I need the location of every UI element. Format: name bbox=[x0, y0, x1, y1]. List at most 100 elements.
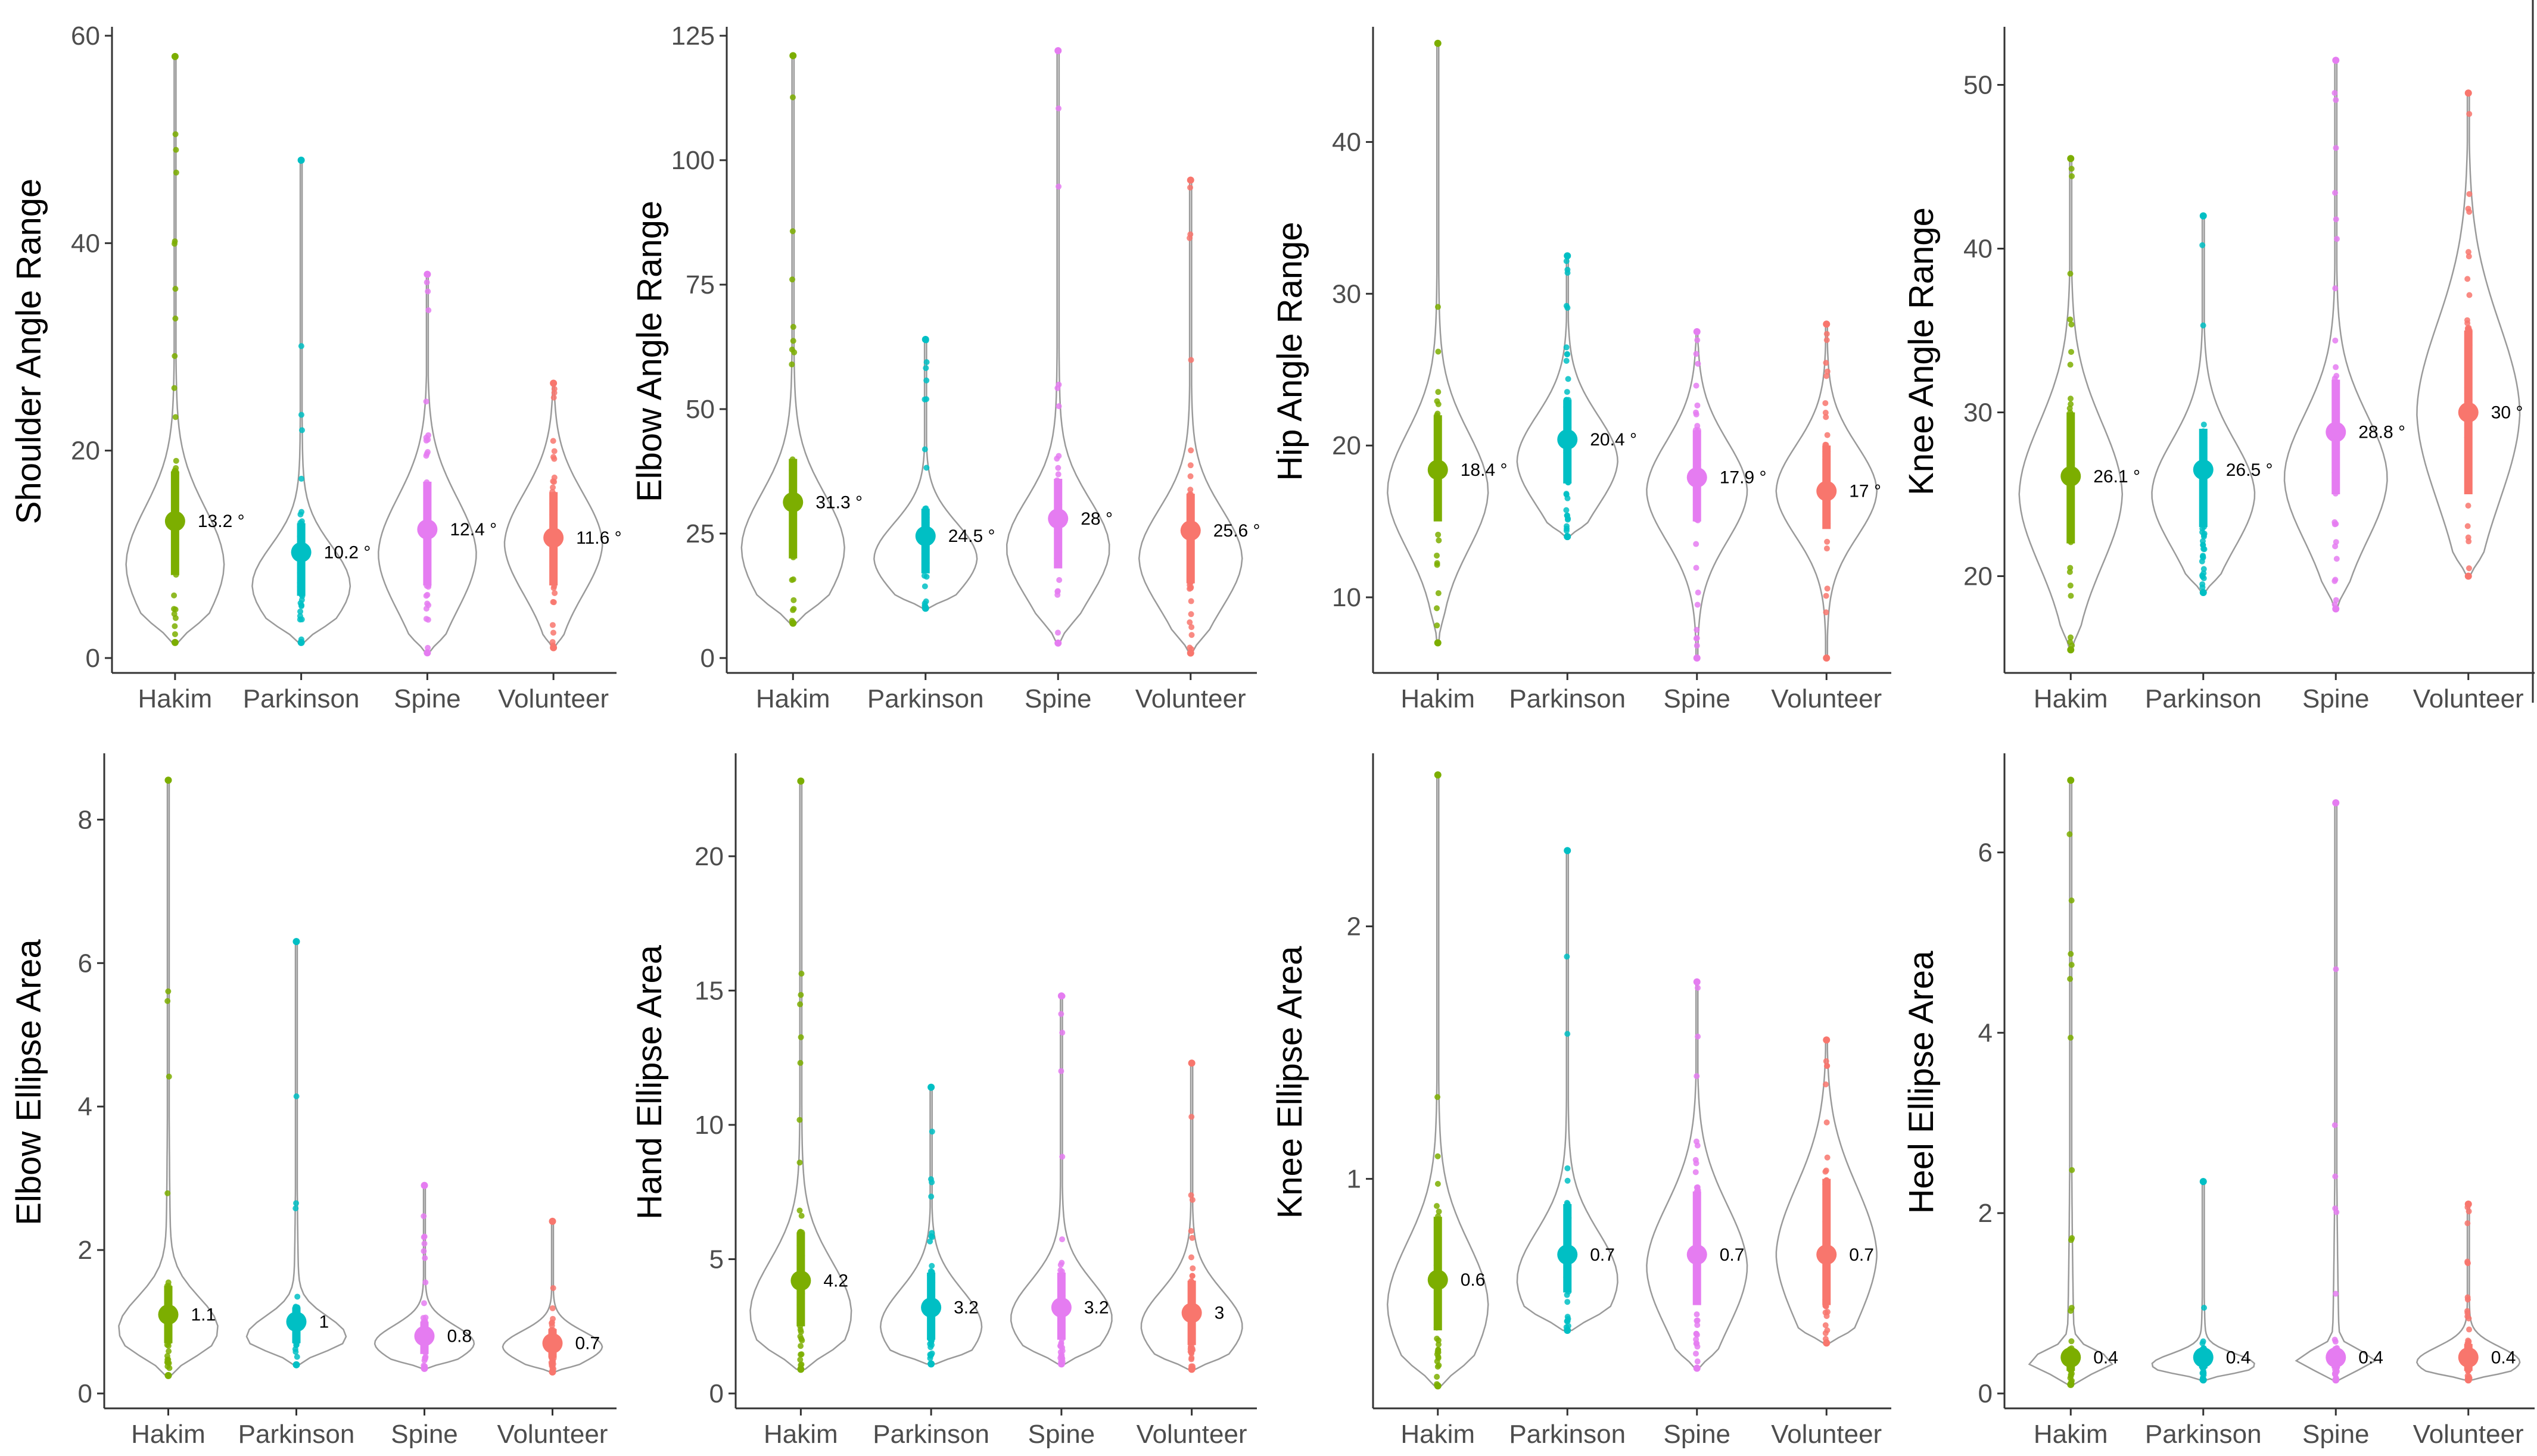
y-tick-label: 50 bbox=[686, 395, 715, 424]
data-point bbox=[421, 1240, 428, 1247]
data-point bbox=[1563, 344, 1570, 351]
x-tick-label: Volunteer bbox=[2413, 684, 2524, 713]
data-point bbox=[1188, 624, 1195, 631]
mean-label: 3 bbox=[1215, 1304, 1225, 1323]
x-tick-label: Spine bbox=[1028, 1420, 1095, 1449]
data-point bbox=[1058, 1011, 1064, 1017]
data-point bbox=[1056, 576, 1063, 583]
mean-marker bbox=[2458, 1347, 2479, 1368]
data-point bbox=[1824, 585, 1831, 592]
min-point bbox=[2199, 589, 2207, 596]
data-point bbox=[2331, 1336, 2338, 1343]
points-parkinson bbox=[292, 938, 301, 1368]
x-tick-label: Hakim bbox=[1400, 1420, 1475, 1449]
data-point bbox=[1823, 373, 1830, 379]
max-point bbox=[1564, 252, 1571, 260]
mean-marker bbox=[2326, 1347, 2346, 1368]
max-point bbox=[164, 777, 172, 784]
data-point bbox=[2333, 216, 2339, 223]
data-point bbox=[790, 323, 796, 330]
data-point bbox=[2068, 1034, 2074, 1041]
data-point bbox=[1694, 337, 1701, 344]
data-point bbox=[1058, 1068, 1064, 1074]
data-point bbox=[923, 377, 930, 384]
data-point bbox=[2466, 191, 2473, 197]
max-point bbox=[1434, 39, 1442, 47]
data-point bbox=[293, 1200, 300, 1206]
data-point bbox=[1189, 1273, 1196, 1279]
max-point bbox=[1054, 47, 1062, 55]
data-point bbox=[298, 411, 304, 418]
data-point bbox=[172, 315, 179, 322]
y-tick-label: 15 bbox=[695, 976, 724, 1005]
data-point bbox=[2465, 503, 2471, 509]
y-tick-label: 1 bbox=[1347, 1165, 1361, 1194]
data-point bbox=[2068, 1373, 2074, 1379]
data-point bbox=[1823, 545, 1830, 552]
x-tick-label: Parkinson bbox=[1509, 1420, 1626, 1449]
mean-label: 0.4 bbox=[2491, 1348, 2516, 1367]
points-spine bbox=[1692, 978, 1701, 1372]
y-tick-label: 0 bbox=[701, 644, 715, 673]
data-point bbox=[173, 169, 179, 176]
max-point bbox=[1693, 328, 1701, 336]
data-point bbox=[1434, 605, 1440, 612]
data-point bbox=[1056, 105, 1062, 112]
data-point bbox=[1823, 331, 1830, 337]
x-tick-label: Hakim bbox=[131, 1420, 206, 1449]
y-tick-label: 0 bbox=[1978, 1379, 1993, 1408]
panel-4: 20 30 40 50 Knee Angle Range Hakim Parkinson Sp… bbox=[1902, 27, 2535, 713]
data-point bbox=[1188, 611, 1194, 618]
data-point bbox=[1694, 1317, 1700, 1324]
data-point bbox=[1054, 588, 1061, 594]
min-point bbox=[2332, 1376, 2340, 1384]
data-point bbox=[2466, 111, 2473, 117]
x-tick-label: Volunteer bbox=[498, 684, 609, 713]
y-tick-label: 2 bbox=[1347, 912, 1361, 941]
data-point bbox=[923, 365, 929, 372]
mean-marker bbox=[1181, 1302, 1202, 1323]
data-point bbox=[1434, 552, 1440, 559]
mean-label: 0.7 bbox=[1590, 1245, 1615, 1265]
min-point bbox=[1823, 1339, 1831, 1347]
data-point bbox=[1693, 565, 1699, 571]
min-point bbox=[1057, 1360, 1065, 1368]
data-point bbox=[1694, 1073, 1700, 1080]
x-tick-label: Parkinson bbox=[867, 684, 984, 713]
data-point bbox=[1187, 184, 1193, 191]
min-point bbox=[1693, 1364, 1701, 1372]
data-point bbox=[1822, 1322, 1829, 1329]
data-point bbox=[2465, 249, 2471, 255]
data-point bbox=[2199, 558, 2205, 565]
data-point bbox=[2068, 395, 2074, 402]
data-point bbox=[2332, 285, 2339, 292]
data-point bbox=[796, 1207, 803, 1214]
data-point bbox=[1188, 1192, 1194, 1199]
data-point bbox=[550, 478, 556, 485]
data-point bbox=[2331, 1122, 2338, 1128]
data-point bbox=[549, 1322, 555, 1329]
mean-marker bbox=[286, 1311, 307, 1332]
min-point bbox=[789, 619, 797, 627]
mean-marker bbox=[790, 1270, 811, 1291]
panel-1: 0 20 40 60 Shoulder Angle Range Hakim Parkinso… bbox=[10, 21, 622, 713]
mean-label: 0.6 bbox=[1461, 1270, 1486, 1290]
data-point bbox=[1564, 1292, 1570, 1298]
data-point bbox=[1434, 1373, 1440, 1380]
data-point bbox=[929, 1234, 935, 1240]
data-point bbox=[298, 616, 305, 623]
y-tick-label: 10 bbox=[1332, 583, 1361, 612]
data-point bbox=[2464, 325, 2471, 332]
mean-label: 4.2 bbox=[823, 1271, 848, 1291]
max-point bbox=[2067, 777, 2075, 784]
y-tick-label: 8 bbox=[78, 805, 92, 834]
min-point bbox=[2332, 605, 2340, 613]
y-tick-label: 0 bbox=[709, 1379, 724, 1408]
mean-label: 26.5 ° bbox=[2226, 460, 2273, 480]
x-tick-label: Spine bbox=[1663, 684, 1730, 713]
data-point bbox=[1056, 381, 1062, 388]
data-point bbox=[422, 1279, 429, 1286]
max-point bbox=[1564, 847, 1571, 855]
data-point bbox=[2067, 975, 2074, 982]
data-point bbox=[1563, 507, 1570, 513]
